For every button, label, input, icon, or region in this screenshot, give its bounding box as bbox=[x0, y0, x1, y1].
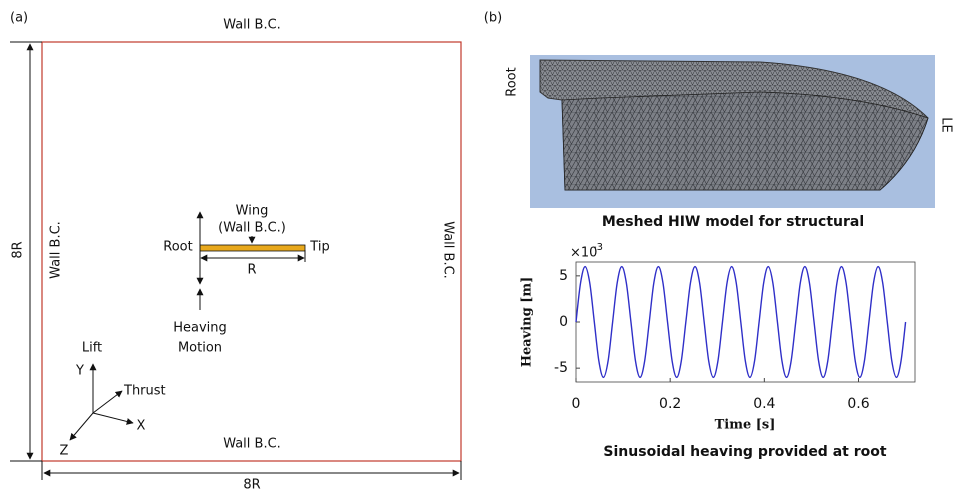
mesh-model bbox=[562, 92, 928, 190]
axis-label: Thrust bbox=[123, 384, 166, 399]
wing-label: (Wall B.C.) bbox=[218, 221, 286, 236]
span-label: R bbox=[247, 263, 256, 278]
x-axis-title: Time [s] bbox=[715, 418, 776, 433]
x-tick-label: 0 bbox=[572, 396, 581, 412]
chart-caption: Sinusoidal heaving provided at root bbox=[603, 444, 886, 460]
series-line bbox=[576, 267, 906, 378]
heaving-label: Motion bbox=[178, 341, 222, 356]
y-tick-label: 5 bbox=[559, 268, 568, 284]
panel-label: (b) bbox=[484, 11, 502, 26]
wall-label: Wall B.C. bbox=[223, 18, 281, 33]
width-label: 8R bbox=[243, 478, 260, 490]
axis-label: X bbox=[137, 419, 146, 434]
y-exponent: -3 bbox=[593, 242, 603, 253]
heaving-label: Heaving bbox=[173, 321, 227, 336]
axis-arrow bbox=[93, 413, 133, 423]
root-label: Root bbox=[163, 240, 192, 255]
le-label: LE bbox=[939, 117, 954, 132]
x-tick-label: 0.6 bbox=[847, 396, 869, 412]
axis-label: Y bbox=[75, 364, 84, 379]
wing bbox=[200, 245, 305, 251]
axis-arrow bbox=[93, 391, 122, 413]
panel-label: (a) bbox=[10, 11, 28, 26]
axis-label: Lift bbox=[82, 341, 102, 356]
height-label: 8R bbox=[11, 241, 26, 258]
page: (a) 8R 8R Wall B.C. Wall B.C. Wall B.C. … bbox=[0, 0, 957, 490]
x-tick-label: 0.4 bbox=[753, 396, 775, 412]
x-tick-label: 0.2 bbox=[659, 396, 681, 412]
root-label: Root bbox=[505, 67, 520, 96]
chart: ×10 -3 Heaving [m] Time [s] Sinusoidal h… bbox=[520, 242, 916, 460]
y-tick-label: -5 bbox=[554, 360, 568, 376]
axis-label: Z bbox=[60, 444, 69, 459]
mesh-caption: Meshed HIW model for structural bbox=[602, 214, 864, 230]
axis-arrow bbox=[70, 413, 93, 440]
wall-label: Wall B.C. bbox=[49, 221, 64, 279]
y-tick-label: 0 bbox=[559, 314, 568, 330]
wall-label: Wall B.C. bbox=[441, 221, 456, 279]
tip-label: Tip bbox=[309, 240, 329, 255]
domain-box bbox=[42, 42, 461, 461]
wing-label: Wing bbox=[236, 204, 269, 219]
figure: (a) 8R 8R Wall B.C. Wall B.C. Wall B.C. … bbox=[0, 0, 957, 490]
wall-label: Wall B.C. bbox=[223, 437, 281, 452]
y-axis-title: Heaving [m] bbox=[520, 277, 535, 368]
